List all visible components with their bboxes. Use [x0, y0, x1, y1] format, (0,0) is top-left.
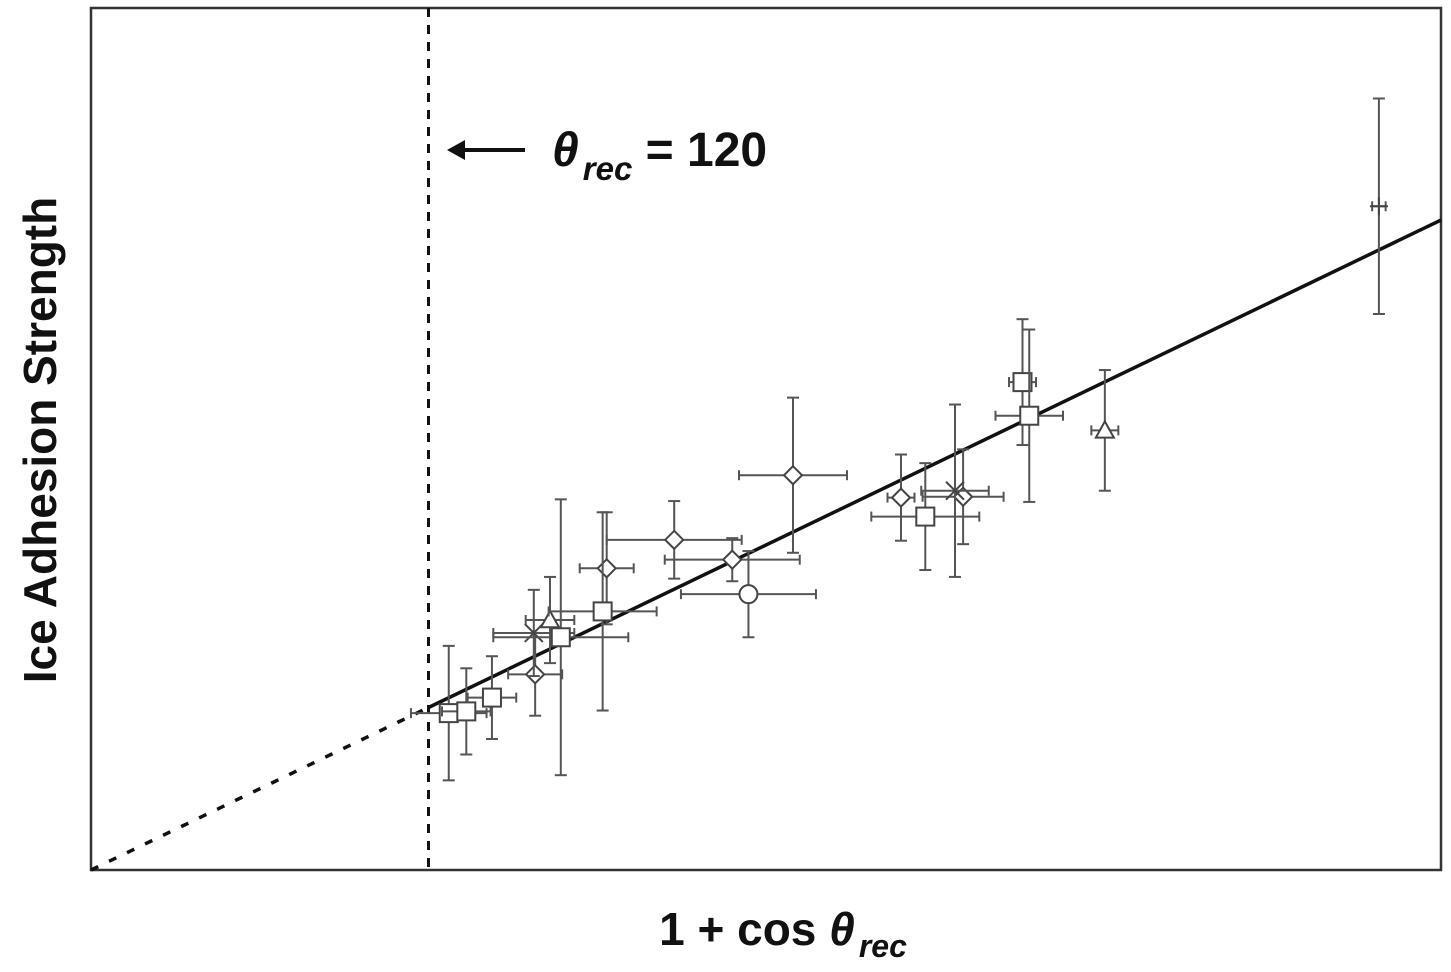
x-axis-title-theta: θ	[829, 903, 855, 955]
data-points	[409, 97, 1388, 782]
plot-area-frame	[89, 6, 1443, 872]
data-point	[663, 537, 801, 583]
square-marker	[1019, 405, 1040, 426]
square-marker	[592, 601, 613, 622]
triangle-marker	[539, 608, 561, 629]
fit-line-extrapolated	[90, 705, 430, 872]
annotation-theta: θ	[552, 124, 579, 177]
data-point	[1008, 318, 1037, 447]
x-marker	[524, 623, 544, 643]
triangle-marker	[1094, 419, 1116, 439]
data-point	[507, 631, 564, 717]
data-point	[1090, 369, 1120, 492]
data-point	[921, 448, 1005, 546]
data-point	[605, 500, 743, 580]
diamond-marker	[721, 549, 743, 571]
data-point	[886, 453, 916, 542]
x-axis-title-subscript: rec	[859, 928, 907, 964]
annotation-value: = 120	[632, 124, 767, 177]
data-point	[738, 396, 848, 554]
circle-marker	[738, 584, 759, 605]
x-marker	[945, 481, 965, 501]
data-point	[870, 462, 981, 572]
square-marker	[915, 506, 936, 527]
data-point	[524, 575, 576, 665]
diamond-marker	[596, 557, 618, 579]
annotation-label: θ rec = 120	[552, 124, 767, 187]
x-axis-title: 1 + cos θ rec	[659, 903, 907, 964]
square-marker	[456, 701, 477, 722]
square-marker	[1012, 372, 1033, 393]
data-point	[492, 498, 630, 777]
diamond-marker	[782, 464, 804, 486]
square-marker	[481, 687, 502, 708]
data-point	[547, 511, 658, 712]
data-point	[492, 588, 576, 678]
data-point	[679, 550, 817, 639]
x-axis-title-prefix: 1 + cos	[659, 903, 829, 955]
data-point	[466, 655, 518, 740]
annotation-subscript: rec	[583, 150, 633, 187]
guide-lines	[90, 8, 1442, 872]
diamond-marker	[663, 529, 685, 551]
threshold-annotation: θ rec = 120	[447, 124, 767, 187]
data-point	[441, 667, 492, 756]
data-point	[994, 328, 1064, 503]
data-point	[920, 403, 990, 578]
diamond-marker	[890, 487, 912, 509]
data-point	[409, 644, 488, 782]
square-marker	[550, 627, 571, 648]
annotation-arrow-head	[447, 140, 465, 160]
fit-line	[427, 218, 1442, 710]
y-axis-title: Ice Adhesion Strength	[14, 197, 66, 683]
diamond-marker	[524, 663, 546, 685]
data-point	[1369, 97, 1388, 316]
